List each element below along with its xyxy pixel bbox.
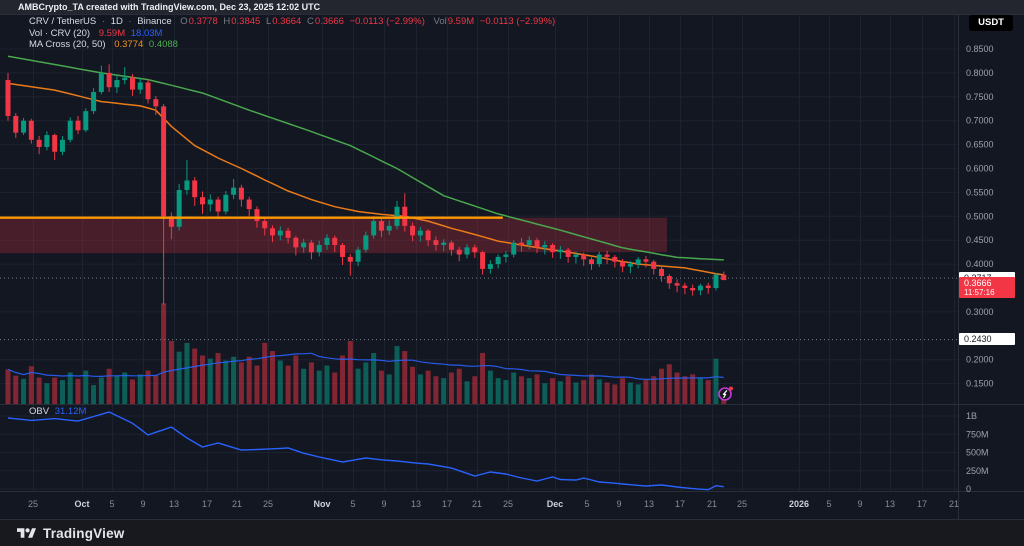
svg-text:500M: 500M bbox=[966, 448, 989, 458]
bar-countdown: 11:57:16 bbox=[964, 288, 995, 298]
legend-ma-cross-row[interactable]: MA Cross (20, 50) 0.3774 0.4088 bbox=[29, 39, 555, 51]
svg-text:0.8000: 0.8000 bbox=[966, 68, 994, 78]
price-line-label-lower: 0.2430 bbox=[959, 333, 1015, 346]
svg-text:5: 5 bbox=[584, 499, 589, 509]
obv-legend[interactable]: OBV 31.12M bbox=[29, 406, 86, 417]
svg-text:17: 17 bbox=[442, 499, 452, 509]
svg-text:0.5000: 0.5000 bbox=[966, 211, 994, 221]
svg-text:25: 25 bbox=[263, 499, 273, 509]
svg-text:13: 13 bbox=[411, 499, 421, 509]
svg-text:9: 9 bbox=[857, 499, 862, 509]
svg-text:9: 9 bbox=[140, 499, 145, 509]
svg-text:13: 13 bbox=[169, 499, 179, 509]
volume-indicator-label[interactable]: Vol · CRV (20) bbox=[29, 27, 91, 39]
currency-toggle-button[interactable]: USDT bbox=[969, 15, 1013, 31]
ohlc-high-value: 0.3845 bbox=[231, 16, 261, 27]
svg-text:5: 5 bbox=[826, 499, 831, 509]
svg-text:0.1500: 0.1500 bbox=[966, 379, 994, 389]
exchange-label[interactable]: Binance bbox=[137, 16, 172, 27]
volume-change-value: −0.0113 (−2.99%) bbox=[479, 16, 556, 27]
svg-text:0.5500: 0.5500 bbox=[966, 187, 994, 197]
ma-cross-label[interactable]: MA Cross (20, 50) bbox=[29, 39, 106, 50]
svg-text:1B: 1B bbox=[966, 411, 977, 421]
last-price-value: 0.3666 bbox=[964, 278, 992, 289]
legend: CRV / TetherUS · 1D · Binance O0.3778 H0… bbox=[29, 16, 555, 51]
svg-text:0.3000: 0.3000 bbox=[966, 307, 994, 317]
obv-value: 31.12M bbox=[54, 406, 87, 417]
separator-dot: · bbox=[128, 16, 132, 27]
last-price-label: 0.3666 11:57:16 bbox=[959, 277, 1015, 299]
volume-value: 9.59M bbox=[447, 16, 475, 27]
svg-text:0.2000: 0.2000 bbox=[966, 355, 994, 365]
svg-text:13: 13 bbox=[885, 499, 895, 509]
svg-text:5: 5 bbox=[350, 499, 355, 509]
footer-bar: TradingView bbox=[0, 520, 1024, 546]
svg-text:0: 0 bbox=[966, 484, 971, 494]
svg-text:0.6000: 0.6000 bbox=[966, 164, 994, 174]
svg-text:5: 5 bbox=[109, 499, 114, 509]
volume-ma-value: 18.03M bbox=[130, 27, 163, 39]
event-marker-icon[interactable] bbox=[717, 385, 734, 402]
ohlc-high-label: H bbox=[223, 16, 231, 27]
legend-symbol-row[interactable]: CRV / TetherUS · 1D · Binance O0.3778 H0… bbox=[29, 16, 555, 28]
volume-indicator-value: 9.59M bbox=[98, 27, 126, 39]
svg-text:0.7500: 0.7500 bbox=[966, 92, 994, 102]
ohlc-close-value: 0.3666 bbox=[314, 16, 344, 27]
svg-text:17: 17 bbox=[202, 499, 212, 509]
ma20-value: 0.3774 bbox=[114, 39, 144, 50]
svg-text:25: 25 bbox=[28, 499, 38, 509]
svg-text:0.4000: 0.4000 bbox=[966, 259, 994, 269]
svg-text:250M: 250M bbox=[966, 466, 989, 476]
svg-text:0.8500: 0.8500 bbox=[966, 44, 994, 54]
svg-text:0.4500: 0.4500 bbox=[966, 235, 994, 245]
svg-text:Dec: Dec bbox=[547, 499, 564, 509]
ohlc-low-label: L bbox=[265, 16, 272, 27]
ohlc-open-label: O bbox=[180, 16, 188, 27]
volume-label: Vol bbox=[433, 16, 447, 27]
ohlc-open-value: 0.3778 bbox=[188, 16, 218, 27]
attribution-text: AMBCrypto_TA created with TradingView.co… bbox=[18, 2, 321, 12]
obv-label[interactable]: OBV bbox=[29, 406, 50, 417]
svg-text:21: 21 bbox=[472, 499, 482, 509]
time-axis[interactable] bbox=[0, 491, 958, 519]
svg-text:0.7000: 0.7000 bbox=[966, 116, 994, 126]
svg-text:21: 21 bbox=[949, 499, 959, 509]
svg-text:0.6500: 0.6500 bbox=[966, 140, 994, 150]
svg-text:25: 25 bbox=[737, 499, 747, 509]
svg-text:9: 9 bbox=[616, 499, 621, 509]
ma50-value: 0.4088 bbox=[148, 39, 178, 50]
svg-text:17: 17 bbox=[917, 499, 927, 509]
svg-text:25: 25 bbox=[503, 499, 513, 509]
svg-text:9: 9 bbox=[381, 499, 386, 509]
change-value: −0.0113 (−2.99%) bbox=[349, 16, 425, 27]
svg-text:2026: 2026 bbox=[789, 499, 809, 509]
attribution-bar: AMBCrypto_TA created with TradingView.co… bbox=[0, 0, 1024, 14]
svg-text:Oct: Oct bbox=[74, 499, 89, 509]
svg-text:21: 21 bbox=[707, 499, 717, 509]
price-axis[interactable] bbox=[958, 14, 1024, 519]
legend-volume-indicator-row[interactable]: Vol · CRV (20) 9.59M 18.03M bbox=[29, 28, 555, 40]
ohlc-close-label: C bbox=[306, 16, 314, 27]
ohlc-low-value: 0.3664 bbox=[272, 16, 302, 27]
symbol-name[interactable]: CRV / TetherUS bbox=[29, 16, 97, 27]
separator-dot: · bbox=[101, 16, 106, 27]
interval-label[interactable]: 1D bbox=[110, 16, 123, 27]
tradingview-brand-text[interactable]: TradingView bbox=[43, 525, 125, 541]
price-line-value: 0.2430 bbox=[964, 334, 992, 345]
svg-text:21: 21 bbox=[232, 499, 242, 509]
svg-text:17: 17 bbox=[675, 499, 685, 509]
svg-text:13: 13 bbox=[644, 499, 654, 509]
svg-text:Nov: Nov bbox=[313, 499, 330, 509]
tradingview-logo-icon[interactable] bbox=[17, 526, 36, 541]
svg-text:750M: 750M bbox=[966, 429, 989, 439]
